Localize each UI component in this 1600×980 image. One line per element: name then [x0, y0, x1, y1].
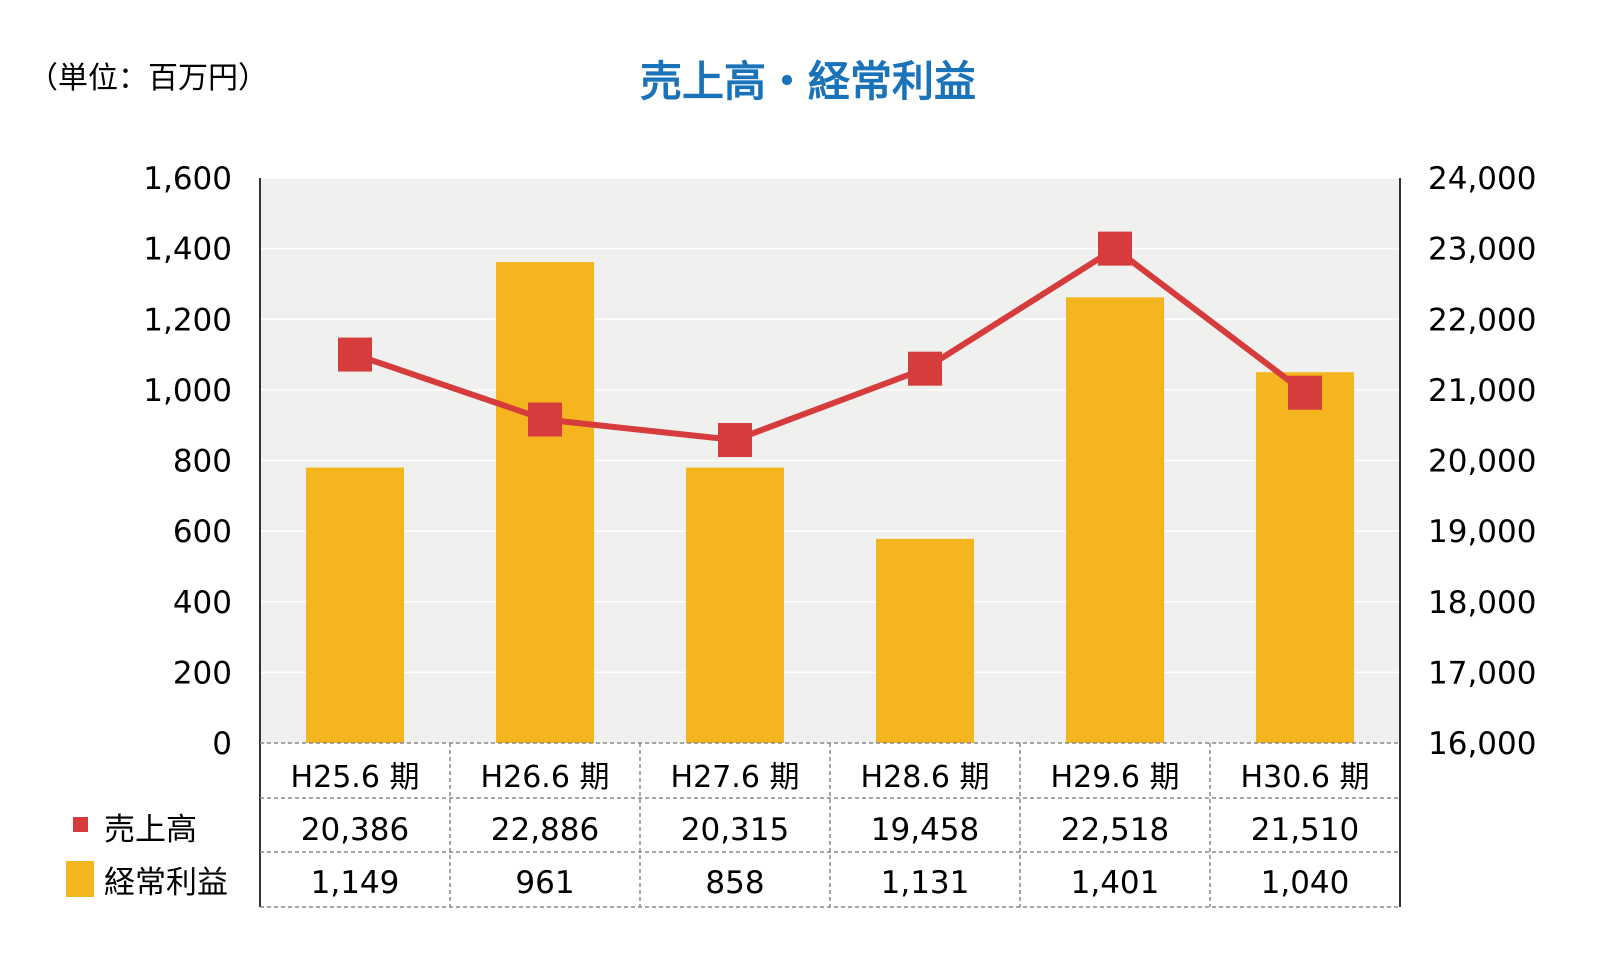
right-tick-label: 23,000: [1428, 232, 1536, 268]
profit-bar: [876, 538, 974, 743]
category-label: H27.6 期: [671, 760, 800, 795]
sales-cell: 21,510: [1251, 812, 1359, 848]
left-tick-label: 1,000: [143, 373, 232, 409]
sales-cell: 22,886: [491, 812, 599, 848]
profit-cell: 1,149: [311, 865, 400, 901]
data-table: H25.6 期 H26.6 期 H27.6 期 H28.6 期 H29.6 期 H30.6…: [260, 742, 1400, 908]
right-tick-label: 18,000: [1428, 585, 1536, 621]
sales-marker: [528, 402, 562, 437]
right-tick-label: 21,000: [1428, 373, 1536, 409]
profit-bars: [306, 262, 1354, 743]
left-tick-label: 1,600: [143, 161, 232, 197]
right-tick-label: 20,000: [1428, 444, 1536, 480]
sales-cell: 19,458: [871, 812, 979, 848]
profit-bar: [306, 467, 404, 743]
category-label: H29.6 期: [1051, 760, 1180, 795]
left-tick-label: 600: [173, 514, 232, 550]
axes: 0 200 400 600 800 1,000 1,200 1,400 1,600 16,000 1…: [143, 161, 1536, 907]
left-tick-label: 400: [173, 585, 232, 621]
sales-marker: [338, 337, 372, 372]
profit-bar: [496, 262, 594, 743]
profit-bar: [686, 467, 784, 743]
category-label: H30.6 期: [1241, 760, 1370, 795]
sales-marker: [908, 351, 942, 386]
profit-cell: 858: [705, 865, 764, 901]
sales-marker: [1288, 375, 1322, 410]
chart-title: 売上高・経常利益: [640, 57, 976, 106]
legend-profit-label: 経常利益: [104, 865, 228, 901]
category-label: H25.6 期: [291, 760, 420, 795]
legend-profit-swatch: [66, 861, 94, 897]
right-tick-label: 16,000: [1428, 726, 1536, 762]
left-tick-label: 200: [173, 655, 232, 691]
right-tick-label: 17,000: [1428, 655, 1536, 691]
sales-cell: 22,518: [1061, 812, 1169, 848]
left-tick-label: 1,400: [143, 232, 232, 268]
sales-cell: 20,315: [681, 812, 789, 848]
right-tick-label: 22,000: [1428, 302, 1536, 338]
sales-line-path: [354, 245, 1307, 444]
unit-note: （単位：百万円）: [28, 61, 268, 96]
sales-marker: [1098, 231, 1132, 266]
left-tick-label: 0: [212, 726, 232, 762]
category-label: H28.6 期: [861, 760, 990, 795]
sales-cell: 20,386: [301, 812, 409, 848]
legend-sales-label: 売上高: [104, 812, 197, 848]
profit-cell: 1,040: [1261, 865, 1350, 901]
sales-marker: [718, 423, 752, 458]
sales-line: [338, 231, 1322, 458]
left-tick-label: 800: [173, 444, 232, 480]
left-tick-label: 1,200: [143, 302, 232, 338]
profit-bar: [1066, 297, 1164, 743]
right-tick-label: 24,000: [1428, 161, 1536, 197]
right-tick-label: 19,000: [1428, 514, 1536, 550]
profit-cell: 1,131: [881, 865, 970, 901]
legend-sales-swatch: [73, 817, 88, 832]
profit-cell: 1,401: [1071, 865, 1160, 901]
grid-lines: [260, 177, 1400, 674]
profit-bar: [1256, 372, 1354, 743]
category-label: H26.6 期: [481, 760, 610, 795]
profit-cell: 961: [515, 865, 574, 901]
